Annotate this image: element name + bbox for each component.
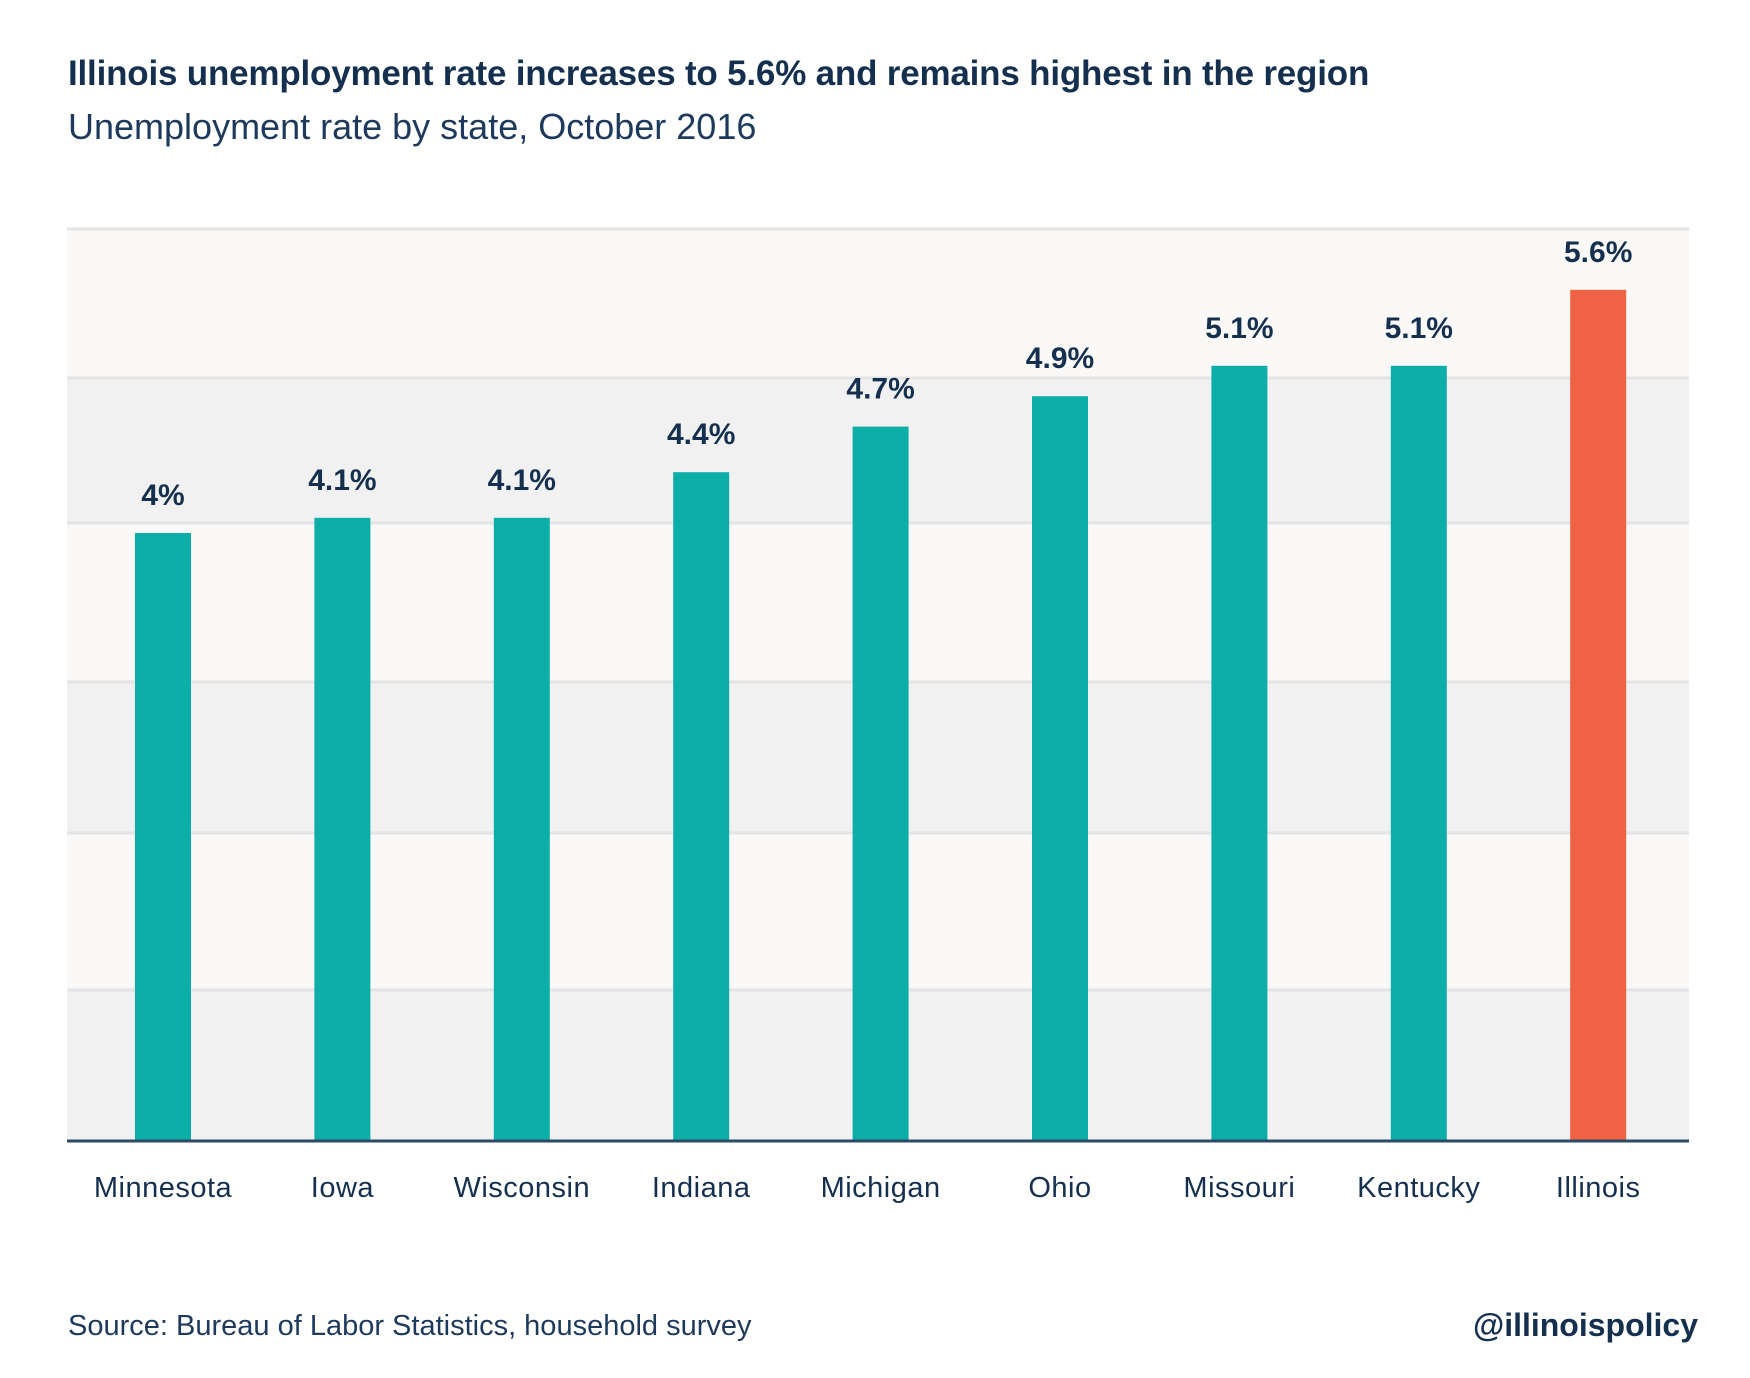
bar-kentucky [1390, 365, 1447, 1141]
x-tick-label: Missouri [1183, 1172, 1295, 1204]
credit-handle: @illinoispolicy [1472, 1307, 1698, 1343]
bar-indiana [673, 472, 730, 1141]
bar-missouri [1211, 365, 1268, 1141]
chart-title: Illinois unemployment rate increases to … [68, 54, 1370, 93]
x-tick-label: Illinois [1556, 1172, 1641, 1204]
x-tick-label: Wisconsin [453, 1172, 590, 1204]
data-label: 4.9% [1026, 342, 1094, 375]
bar-wisconsin [493, 517, 550, 1141]
bar-michigan [852, 426, 909, 1142]
source-note: Source: Bureau of Labor Statistics, hous… [68, 1310, 752, 1342]
x-tick-label: Michigan [821, 1172, 941, 1204]
data-label: 5.1% [1385, 312, 1453, 345]
x-tick-label: Ohio [1028, 1172, 1091, 1204]
data-label: 5.1% [1205, 312, 1273, 345]
chart-subtitle: Unemployment rate by state, October 2016 [68, 106, 757, 147]
bar-ohio [1032, 396, 1088, 1141]
data-label: 5.6% [1564, 236, 1632, 269]
x-tick-label: Kentucky [1357, 1172, 1480, 1204]
bar-iowa [314, 517, 371, 1141]
x-tick-label: Minnesota [94, 1172, 233, 1204]
bar-illinois [1570, 289, 1627, 1141]
bar-minnesota [135, 533, 191, 1141]
x-tick-label: Iowa [311, 1172, 375, 1204]
data-label: 4.7% [846, 373, 914, 406]
data-label: 4% [141, 479, 184, 512]
data-label: 4.4% [667, 418, 735, 451]
x-tick-label: Indiana [652, 1172, 751, 1204]
plot-band [67, 229, 1689, 378]
data-label: 4.1% [488, 464, 556, 497]
data-label: 4.1% [308, 464, 376, 497]
